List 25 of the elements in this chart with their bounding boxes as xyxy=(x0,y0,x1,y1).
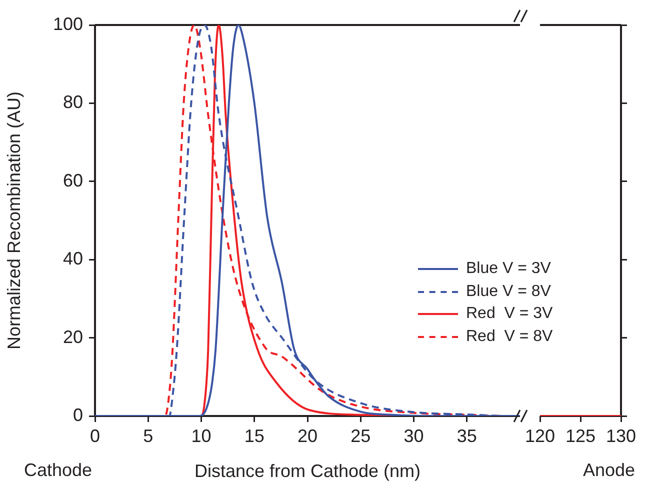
x-tick-label: 25 xyxy=(350,426,371,446)
x-tick-label: 120 xyxy=(524,426,556,446)
x-tick-label: 10 xyxy=(191,426,212,446)
x-tick-label: 0 xyxy=(90,426,100,446)
x-tick-label: 5 xyxy=(143,426,154,446)
legend-label: Blue V = 8V xyxy=(466,282,551,301)
y-tick-label: 40 xyxy=(62,248,83,269)
x-axis-title: Distance from Cathode (nm) xyxy=(194,461,421,482)
x-tick-label: 130 xyxy=(606,426,636,446)
legend-label: Red V = 8V xyxy=(466,328,553,346)
y-axis-title: Normalized Recombination (AU) xyxy=(4,91,24,350)
y-tick-label: 80 xyxy=(62,92,83,112)
y-tick-label: 60 xyxy=(62,170,83,190)
x-tick-label: 35 xyxy=(456,426,477,446)
y-tick-label: 100 xyxy=(52,14,83,34)
x-tick-label: 125 xyxy=(565,426,596,446)
y-tick-label: 20 xyxy=(62,326,83,347)
legend-label: Blue V = 3V xyxy=(466,260,551,278)
text: Anode xyxy=(582,460,635,481)
text: Cathode xyxy=(24,460,92,481)
x-tick-label: 20 xyxy=(297,426,318,446)
legend-label: Red V = 3V xyxy=(466,305,553,324)
y-tick-label: 0 xyxy=(72,404,83,425)
x-tick-label: 15 xyxy=(244,426,264,446)
x-tick-label: 30 xyxy=(404,426,424,446)
